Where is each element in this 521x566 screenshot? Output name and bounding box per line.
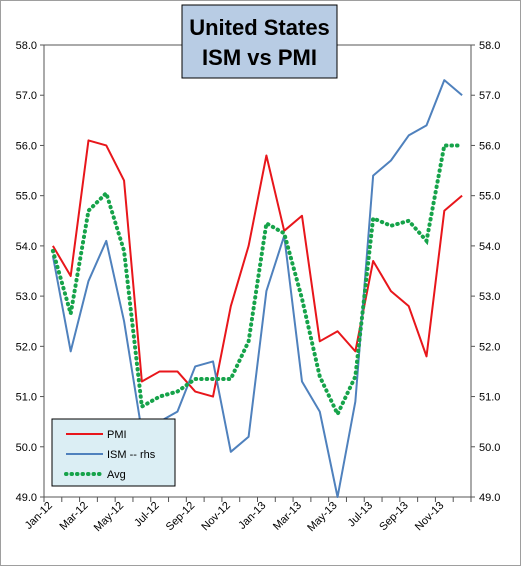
chart-title: United States ISM vs PMI (181, 4, 338, 79)
right-tick-label: 55.0 (479, 191, 500, 203)
left-tick-label: 52.0 (16, 341, 37, 353)
left-tick-label: 55.0 (16, 191, 37, 203)
series-line-ism-rhs (51, 79, 463, 498)
legend-label-avg: Avg (107, 469, 126, 481)
title-box (181, 4, 338, 79)
right-tick-label: 52.0 (479, 341, 500, 353)
left-axis-ticks: 49.0 50.0 51.0 52.0 53.0 54.0 55.0 56.0 57.0 58.0 (16, 40, 44, 504)
left-tick-label: 58.0 (16, 40, 37, 52)
title-line-1: United States (189, 15, 330, 40)
right-tick-label: 54.0 (479, 241, 500, 253)
right-tick-label: 57.0 (479, 90, 500, 102)
series-line-avg (50, 143, 465, 419)
legend-label-ism: ISM -- rhs (107, 449, 156, 461)
series-line-pmi (52, 139, 463, 398)
left-tick-label: 51.0 (16, 392, 37, 404)
right-axis-ticks: 49.0 50.0 51.0 52.0 53.0 54.0 55.0 56.0 57.0 58.0 (471, 40, 500, 504)
right-tick-label: 51.0 (479, 392, 500, 404)
right-tick-label: 49.0 (479, 492, 500, 504)
title-line-2: ISM vs PMI (202, 45, 317, 70)
right-tick-label: 50.0 (479, 442, 500, 454)
right-tick-label: 53.0 (479, 291, 500, 303)
left-tick-label: 54.0 (16, 241, 37, 253)
legend-label-pmi: PMI (107, 429, 127, 441)
left-tick-label: 50.0 (16, 442, 37, 454)
left-tick-label: 57.0 (16, 90, 37, 102)
series-layer (50, 79, 465, 498)
left-tick-label: 56.0 (16, 140, 37, 152)
right-tick-label: 56.0 (479, 140, 500, 152)
left-tick-label: 49.0 (16, 492, 37, 504)
right-tick-label: 58.0 (479, 40, 500, 52)
legend: PMI ISM -- rhs Avg (51, 418, 176, 487)
left-tick-label: 53.0 (16, 291, 37, 303)
